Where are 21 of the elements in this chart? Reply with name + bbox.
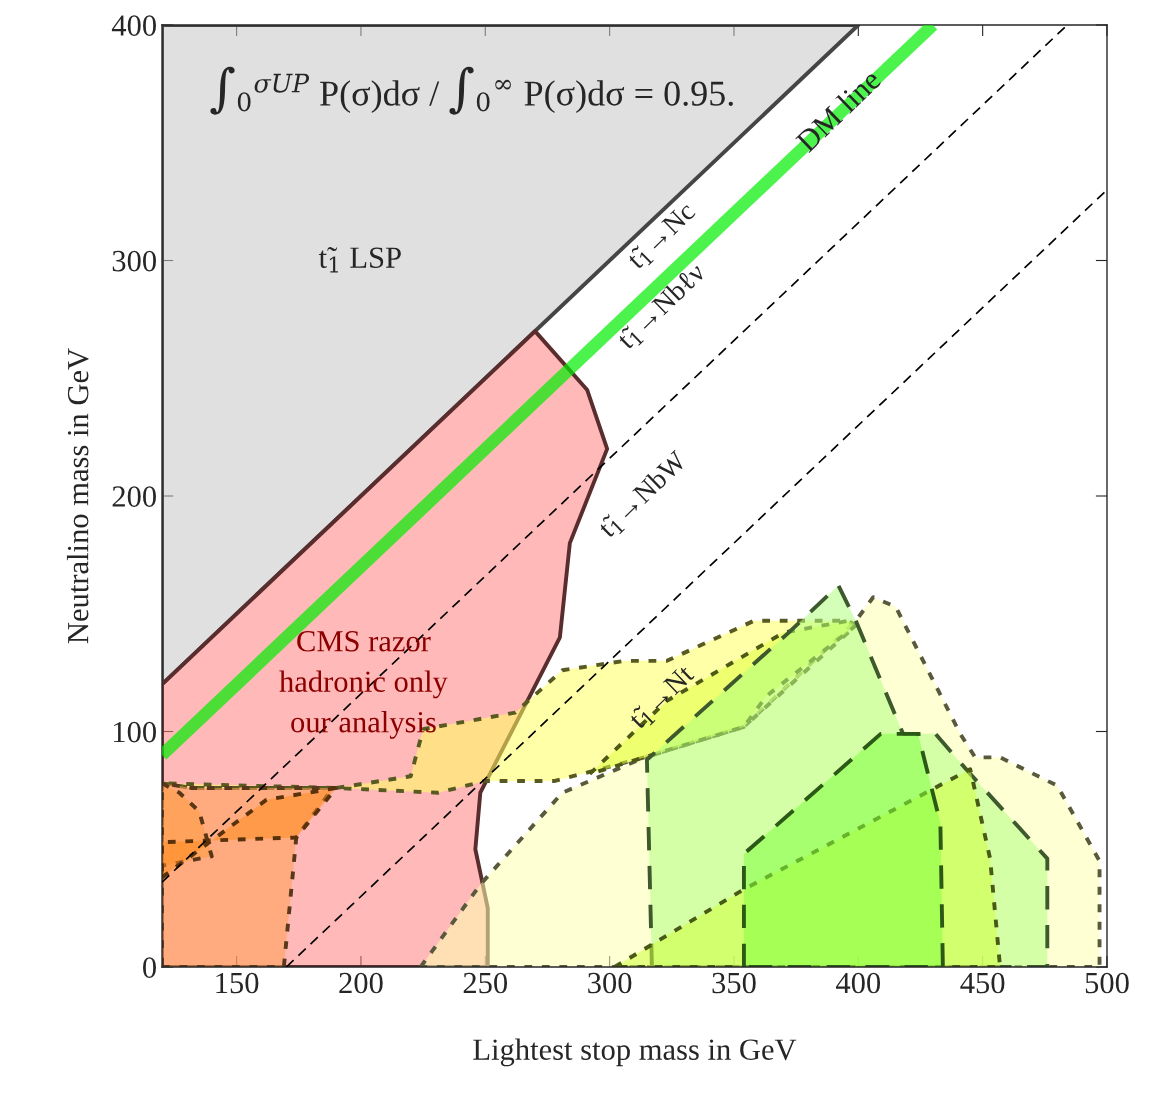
x-tick-label: 150 <box>216 972 259 994</box>
annotation: t̃$_{1}$→NbW <box>596 449 691 542</box>
x-tick-label: 500 <box>1085 972 1129 994</box>
annotation: t̃$_{1}$ LSP <box>318 247 401 273</box>
y-tick-label: 200 <box>112 486 156 507</box>
x-tick-label: 300 <box>588 972 632 994</box>
text: DM line <box>794 67 882 154</box>
y-axis-title: Neutralino mass in GeV <box>66 348 89 644</box>
x-tick-label: 450 <box>960 972 1005 994</box>
annotation: t̃$_{1}$→Nt <box>626 663 698 733</box>
y-tick-label: 0 <box>143 957 156 978</box>
annotation: CMS razor hadronic only our analysis <box>279 631 448 739</box>
x-tick-label: 200 <box>339 972 383 994</box>
y-tick-label: 100 <box>113 721 156 743</box>
x-tick-label: 400 <box>836 972 881 994</box>
x-tick-label: 350 <box>712 972 756 994</box>
x-tick-label: 250 <box>463 972 508 994</box>
y-tick-label: 400 <box>111 15 156 36</box>
annotation: ∫$_{0}$$^{σUP}$ P(σ)dσ / ∫$_{0}$$^{∞}$ P(σ)dσ = 0.95. <box>210 66 733 115</box>
x-axis-title: Lightest stop mass in GeV <box>473 1038 797 1067</box>
y-tick-label: 300 <box>112 250 156 272</box>
